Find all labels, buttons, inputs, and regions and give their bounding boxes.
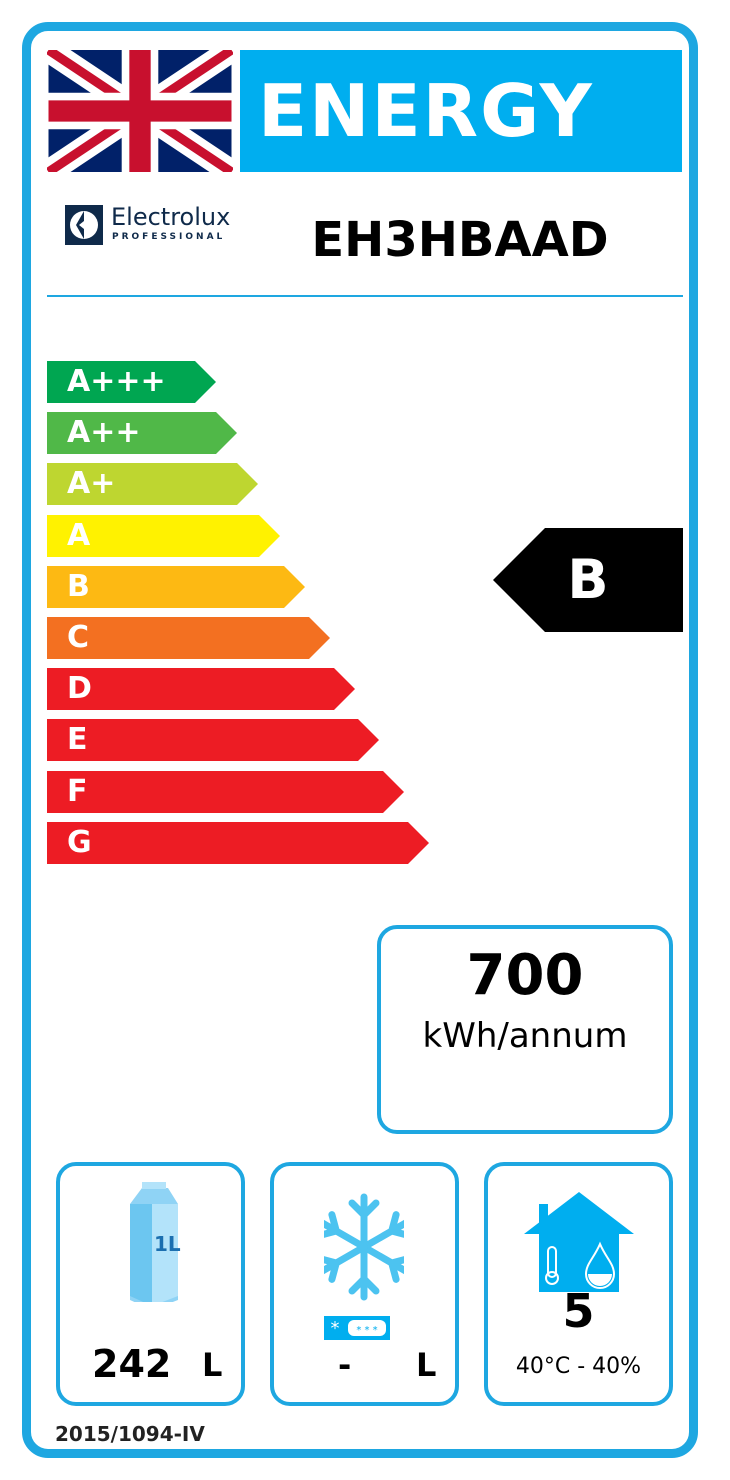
- energy-banner: ENERGY: [240, 50, 682, 172]
- chill-volume-box: 1L 242 L: [56, 1162, 245, 1406]
- brand-name: Electrolux: [111, 203, 231, 231]
- carton-label: 1L: [154, 1232, 181, 1256]
- brand-subtitle: PROFESSIONAL: [112, 232, 226, 242]
- label-frame: [22, 22, 698, 1458]
- climate-class-value: 5: [562, 1284, 595, 1338]
- freezer-star-rating-icon: * * * *: [324, 1316, 390, 1340]
- energy-class-label: A++: [67, 415, 141, 451]
- svg-text:*: *: [331, 1318, 340, 1339]
- house-climate-icon: [524, 1192, 634, 1292]
- union-jack-flag-icon: [47, 50, 233, 172]
- energy-class-label: B: [67, 568, 90, 604]
- consumption-box: 700 kWh/annum: [377, 925, 673, 1134]
- electrolux-logo-icon: [65, 205, 103, 245]
- consumption-unit: kWh/annum: [422, 1016, 628, 1056]
- chill-volume-value: 242: [92, 1342, 172, 1386]
- energy-class-label: D: [67, 671, 92, 707]
- energy-class-label: A+: [67, 466, 116, 502]
- frozen-volume-unit: L: [416, 1346, 437, 1384]
- rating-arrow: B: [493, 528, 683, 632]
- chill-volume-unit: L: [202, 1346, 223, 1384]
- regulation-reference: 2015/1094-IV: [55, 1422, 205, 1446]
- energy-class-label: F: [67, 773, 88, 809]
- climate-class-box: 5 40°C - 40%: [484, 1162, 673, 1406]
- svg-text:* * *: * * *: [356, 1325, 377, 1336]
- energy-class-label: A: [67, 517, 91, 553]
- climate-conditions: 40°C - 40%: [515, 1354, 642, 1379]
- model-number: EH3HBAAD: [311, 212, 609, 268]
- milk-carton-icon: [130, 1182, 178, 1302]
- consumption-value: 700: [466, 943, 584, 1008]
- frozen-volume-value: -: [338, 1346, 352, 1384]
- frozen-volume-box: * * * * - L: [270, 1162, 459, 1406]
- rating-label: B: [567, 548, 609, 611]
- energy-class-label: C: [67, 620, 90, 655]
- divider: [47, 295, 683, 297]
- energy-class-label: G: [67, 824, 92, 860]
- snowflake-icon: [324, 1193, 404, 1302]
- energy-class-label: A+++: [67, 364, 166, 399]
- energy-class-label: E: [67, 722, 88, 758]
